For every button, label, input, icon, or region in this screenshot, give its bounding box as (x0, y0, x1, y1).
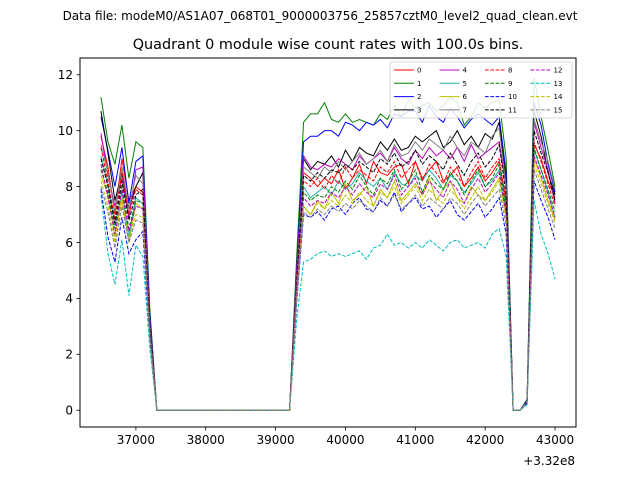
y-tick-label: 12 (58, 68, 73, 82)
y-tick-label: 0 (65, 404, 73, 418)
y-tick-label: 6 (65, 236, 73, 250)
legend-label-2: 2 (417, 93, 421, 101)
x-tick-label: 40000 (326, 433, 364, 447)
y-tick-label: 2 (65, 348, 73, 362)
chart-title: Quadrant 0 module wise count rates with … (133, 37, 524, 53)
y-tick-label: 4 (65, 292, 73, 306)
x-tick-label: 42000 (466, 433, 504, 447)
x-tick-label: 38000 (187, 433, 225, 447)
x-tick-label: 43000 (536, 433, 574, 447)
legend-label-9: 9 (508, 80, 512, 88)
y-axis: 0 2 4 6 8 10 12 (58, 68, 80, 418)
x-tick-label: 39000 (257, 433, 295, 447)
legend-label-15: 15 (554, 106, 563, 114)
legend-label-6: 6 (463, 93, 468, 101)
x-axis: 37000 38000 39000 40000 41000 42000 43000 (117, 427, 574, 447)
series-layer (100, 77, 556, 411)
y-tick-label: 8 (65, 180, 73, 194)
legend-label-10: 10 (508, 93, 517, 101)
legend-label-7: 7 (463, 106, 467, 114)
legend-label-8: 8 (508, 67, 512, 75)
plot-area: 37000 38000 39000 40000 41000 42000 43000 0 2 4 6… (58, 57, 577, 468)
x-tick-label: 37000 (117, 433, 155, 447)
legend-label-13: 13 (554, 80, 563, 88)
series-line-15 (100, 169, 556, 411)
legend-label-5: 5 (463, 80, 467, 88)
legend-box (389, 61, 573, 119)
legend-label-3: 3 (417, 106, 421, 114)
legend-label-0: 0 (417, 67, 421, 75)
legend-label-1: 1 (417, 80, 421, 88)
legend-label-11: 11 (508, 106, 517, 114)
legend-label-12: 12 (554, 67, 563, 75)
x-tick-label: 41000 (396, 433, 434, 447)
legend-label-14: 14 (554, 93, 563, 101)
y-tick-label: 10 (58, 124, 73, 138)
figure-suptitle: Data file: modeM0/AS1A07_068T01_90000037… (63, 9, 578, 23)
series-line-14 (100, 164, 556, 411)
legend-label-4: 4 (463, 67, 468, 75)
x-axis-offset-label: +3.32e8 (523, 454, 575, 468)
